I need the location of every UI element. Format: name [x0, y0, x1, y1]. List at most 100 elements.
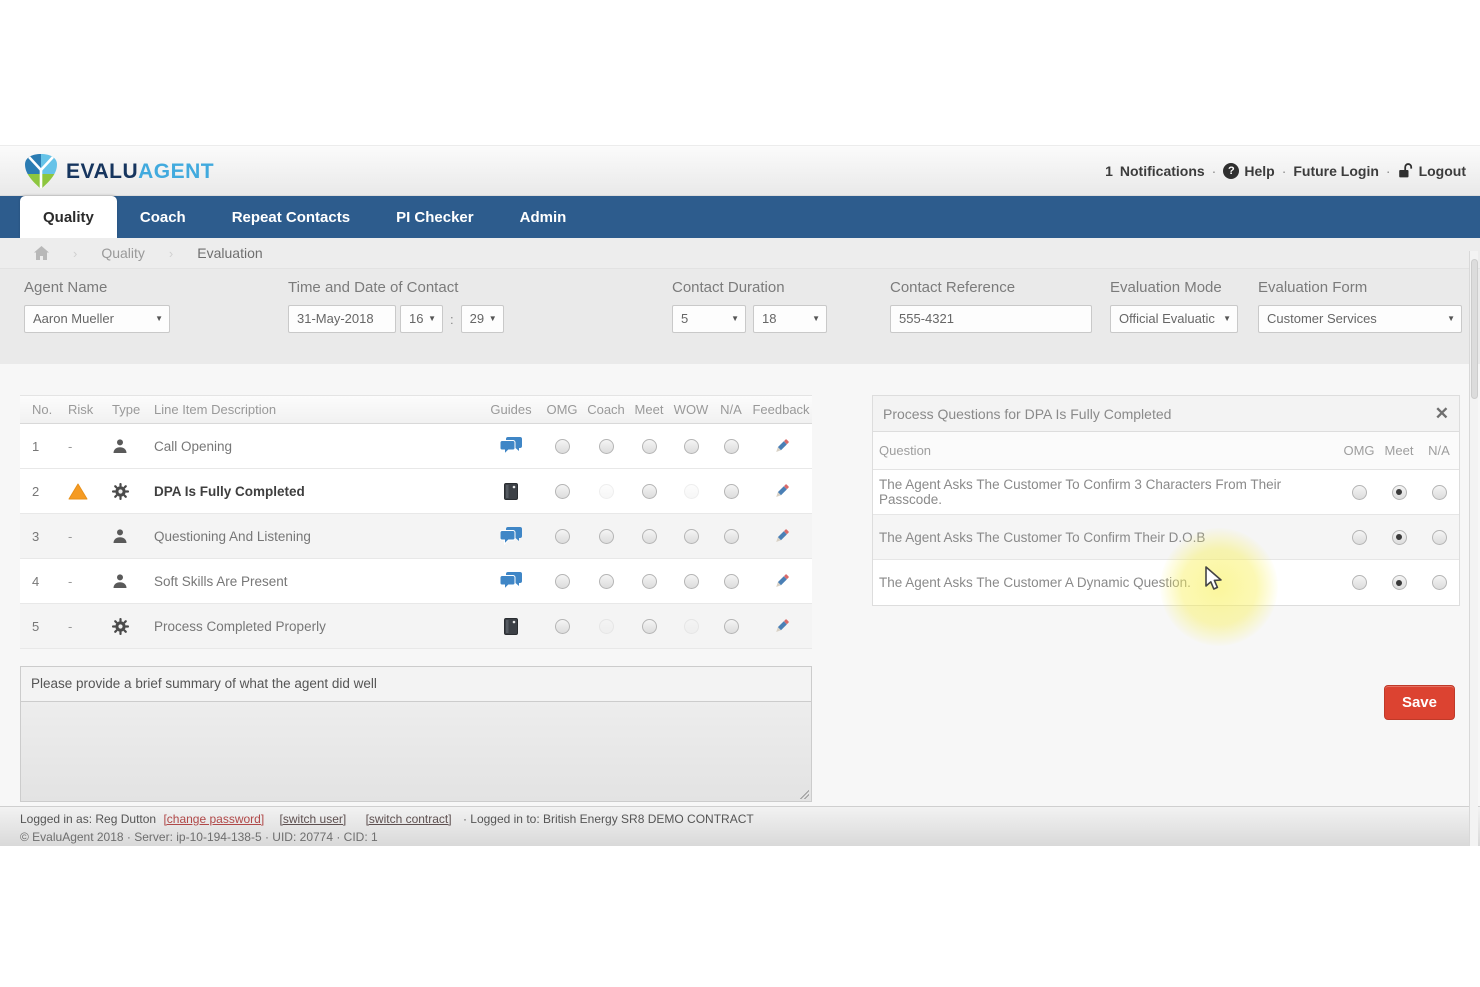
evaluation-filters: Agent Name Aaron Mueller ▼ Time and Date …: [0, 269, 1480, 364]
contact-hour-select[interactable]: 16 ▼: [400, 305, 443, 333]
guides-book-icon[interactable]: [482, 482, 540, 500]
logout-link[interactable]: Logout: [1398, 163, 1466, 179]
table-row-questioning: 3 - Questioning And Listening: [20, 514, 812, 559]
breadcrumb: › Quality › Evaluation: [0, 238, 1480, 269]
rating-radio-na[interactable]: [723, 528, 739, 544]
rating-radio-coach[interactable]: [598, 438, 614, 454]
utility-nav: 1 Notifications · ? Help · Future Login …: [1105, 146, 1466, 196]
rating-radio-omg[interactable]: [554, 573, 570, 589]
rating-radio-wow[interactable]: [683, 573, 699, 589]
feedback-pencil-icon[interactable]: [750, 437, 812, 456]
main-content: No. Risk Type Line Item Description Guid…: [0, 364, 1480, 806]
table-row-call-opening: 1 - Call Opening: [20, 424, 812, 469]
evaluagent-logo[interactable]: EVALUAGENT: [24, 153, 214, 190]
guides-chat-icon[interactable]: [482, 572, 540, 590]
contact-minute-select[interactable]: 29 ▼: [460, 305, 504, 333]
feedback-pencil-icon[interactable]: [750, 572, 812, 591]
rating-radio-meet[interactable]: [641, 438, 657, 454]
evaluation-form-select[interactable]: Customer Services ▼: [1258, 305, 1462, 333]
save-button[interactable]: Save: [1383, 685, 1455, 720]
rating-radio-omg[interactable]: [554, 618, 570, 634]
meet-col-label: Meet: [1384, 443, 1414, 458]
rating-radio-wow[interactable]: [683, 438, 699, 454]
question-radio-meet[interactable]: [1391, 484, 1407, 500]
contact-date-input[interactable]: 31-May-2018: [288, 305, 396, 333]
separator-dot: ·: [1281, 163, 1287, 179]
rating-radio-meet[interactable]: [641, 528, 657, 544]
evaluation-mode-group: Evaluation Mode Official Evaluatic ▼: [1110, 279, 1238, 333]
contact-datetime-group: Time and Date of Contact 31-May-2018 16 ▼…: [288, 279, 504, 333]
switch-user-link[interactable]: [switch user]: [279, 812, 347, 826]
feedback-pencil-icon[interactable]: [750, 482, 812, 501]
rating-radio-meet[interactable]: [641, 618, 657, 634]
evaluation-mode-select[interactable]: Official Evaluatic ▼: [1110, 305, 1238, 333]
feedback-pencil-icon[interactable]: [750, 527, 812, 546]
line-item-description: Questioning And Listening: [154, 528, 311, 544]
logged-in-as: Logged in as: Reg Dutton: [20, 812, 157, 826]
tab-pi-checker[interactable]: PI Checker: [396, 208, 474, 226]
evaluation-form-group: Evaluation Form Customer Services ▼: [1258, 279, 1462, 333]
question-radio-omg[interactable]: [1351, 529, 1367, 545]
question-radio-meet[interactable]: [1391, 575, 1407, 590]
col-coach: Coach: [587, 402, 625, 417]
line-item-description: Soft Skills Are Present: [154, 573, 288, 589]
col-guides: Guides: [490, 402, 532, 417]
close-icon[interactable]: ✕: [1434, 404, 1449, 423]
duration-minutes-select[interactable]: 5 ▼: [672, 305, 746, 333]
scrollbar-thumb[interactable]: [1471, 259, 1478, 399]
question-radio-na[interactable]: [1431, 529, 1447, 545]
notification-count: 1: [1105, 163, 1113, 179]
rating-radio-coach[interactable]: [598, 573, 614, 589]
rating-radio-omg[interactable]: [554, 483, 570, 499]
future-login-link[interactable]: Future Login: [1293, 163, 1379, 179]
guides-chat-icon[interactable]: [482, 527, 540, 545]
vertical-scrollbar[interactable]: [1469, 251, 1478, 846]
breadcrumb-quality[interactable]: Quality: [101, 245, 145, 261]
footer-session-line: Logged in as: Reg Dutton [change passwor…: [20, 812, 1480, 826]
click-highlight: [1160, 528, 1278, 646]
dropdown-arrow-icon: ▼: [1223, 314, 1231, 323]
question-radio-meet[interactable]: [1391, 529, 1407, 545]
tab-admin[interactable]: Admin: [519, 208, 567, 226]
rating-radio-wow[interactable]: [683, 528, 699, 544]
top-header: EVALUAGENT 1 Notifications · ? Help · Fu…: [0, 146, 1480, 196]
rating-radio-meet[interactable]: [641, 573, 657, 589]
question-radio-omg[interactable]: [1351, 484, 1367, 500]
logged-in-to: · Logged in to: British Energy SR8 DEMO …: [462, 812, 754, 826]
feedback-pencil-icon[interactable]: [750, 617, 812, 636]
question-radio-omg[interactable]: [1351, 575, 1367, 590]
row-number: 4: [32, 573, 40, 589]
agent-name-select[interactable]: Aaron Mueller ▼: [24, 305, 170, 333]
question-radio-na[interactable]: [1431, 484, 1447, 500]
rating-radio-na[interactable]: [723, 618, 739, 634]
resize-grip-icon[interactable]: [799, 789, 809, 799]
question-radio-na[interactable]: [1431, 575, 1447, 590]
question-text: The Agent Asks The Customer To Confirm 3…: [879, 477, 1282, 507]
col-type: Type: [112, 402, 141, 417]
change-password-link[interactable]: [change password]: [163, 812, 265, 826]
rating-radio-coach[interactable]: [598, 528, 614, 544]
rating-radio-omg[interactable]: [554, 528, 570, 544]
tab-coach[interactable]: Coach: [139, 208, 186, 226]
rating-radio-na[interactable]: [723, 573, 739, 589]
help-link[interactable]: ? Help: [1223, 163, 1275, 179]
rating-radio-omg[interactable]: [554, 438, 570, 454]
duration-seconds-select[interactable]: 18 ▼: [753, 305, 827, 333]
tab-quality[interactable]: Quality: [20, 196, 117, 238]
rating-radio-na[interactable]: [723, 438, 739, 454]
agent-name-label: Agent Name: [24, 279, 108, 296]
summary-textarea[interactable]: [20, 702, 812, 802]
tab-repeat-contacts[interactable]: Repeat Contacts: [231, 208, 351, 226]
evaluation-mode-label: Evaluation Mode: [1110, 279, 1222, 296]
rating-radio-na[interactable]: [723, 483, 739, 499]
contact-reference-input[interactable]: 555-4321: [890, 305, 1092, 333]
notifications-link[interactable]: Notifications: [1119, 163, 1205, 179]
help-icon: ?: [1223, 163, 1240, 179]
guides-chat-icon[interactable]: [482, 437, 540, 455]
rating-radio-meet[interactable]: [641, 483, 657, 499]
guides-book-icon[interactable]: [482, 617, 540, 635]
home-breadcrumb[interactable]: [34, 246, 49, 260]
question-row-dynamic: The Agent Asks The Customer A Dynamic Qu…: [873, 560, 1459, 605]
switch-contract-link[interactable]: [switch contract]: [365, 812, 452, 826]
footer: Logged in as: Reg Dutton [change passwor…: [0, 806, 1480, 846]
